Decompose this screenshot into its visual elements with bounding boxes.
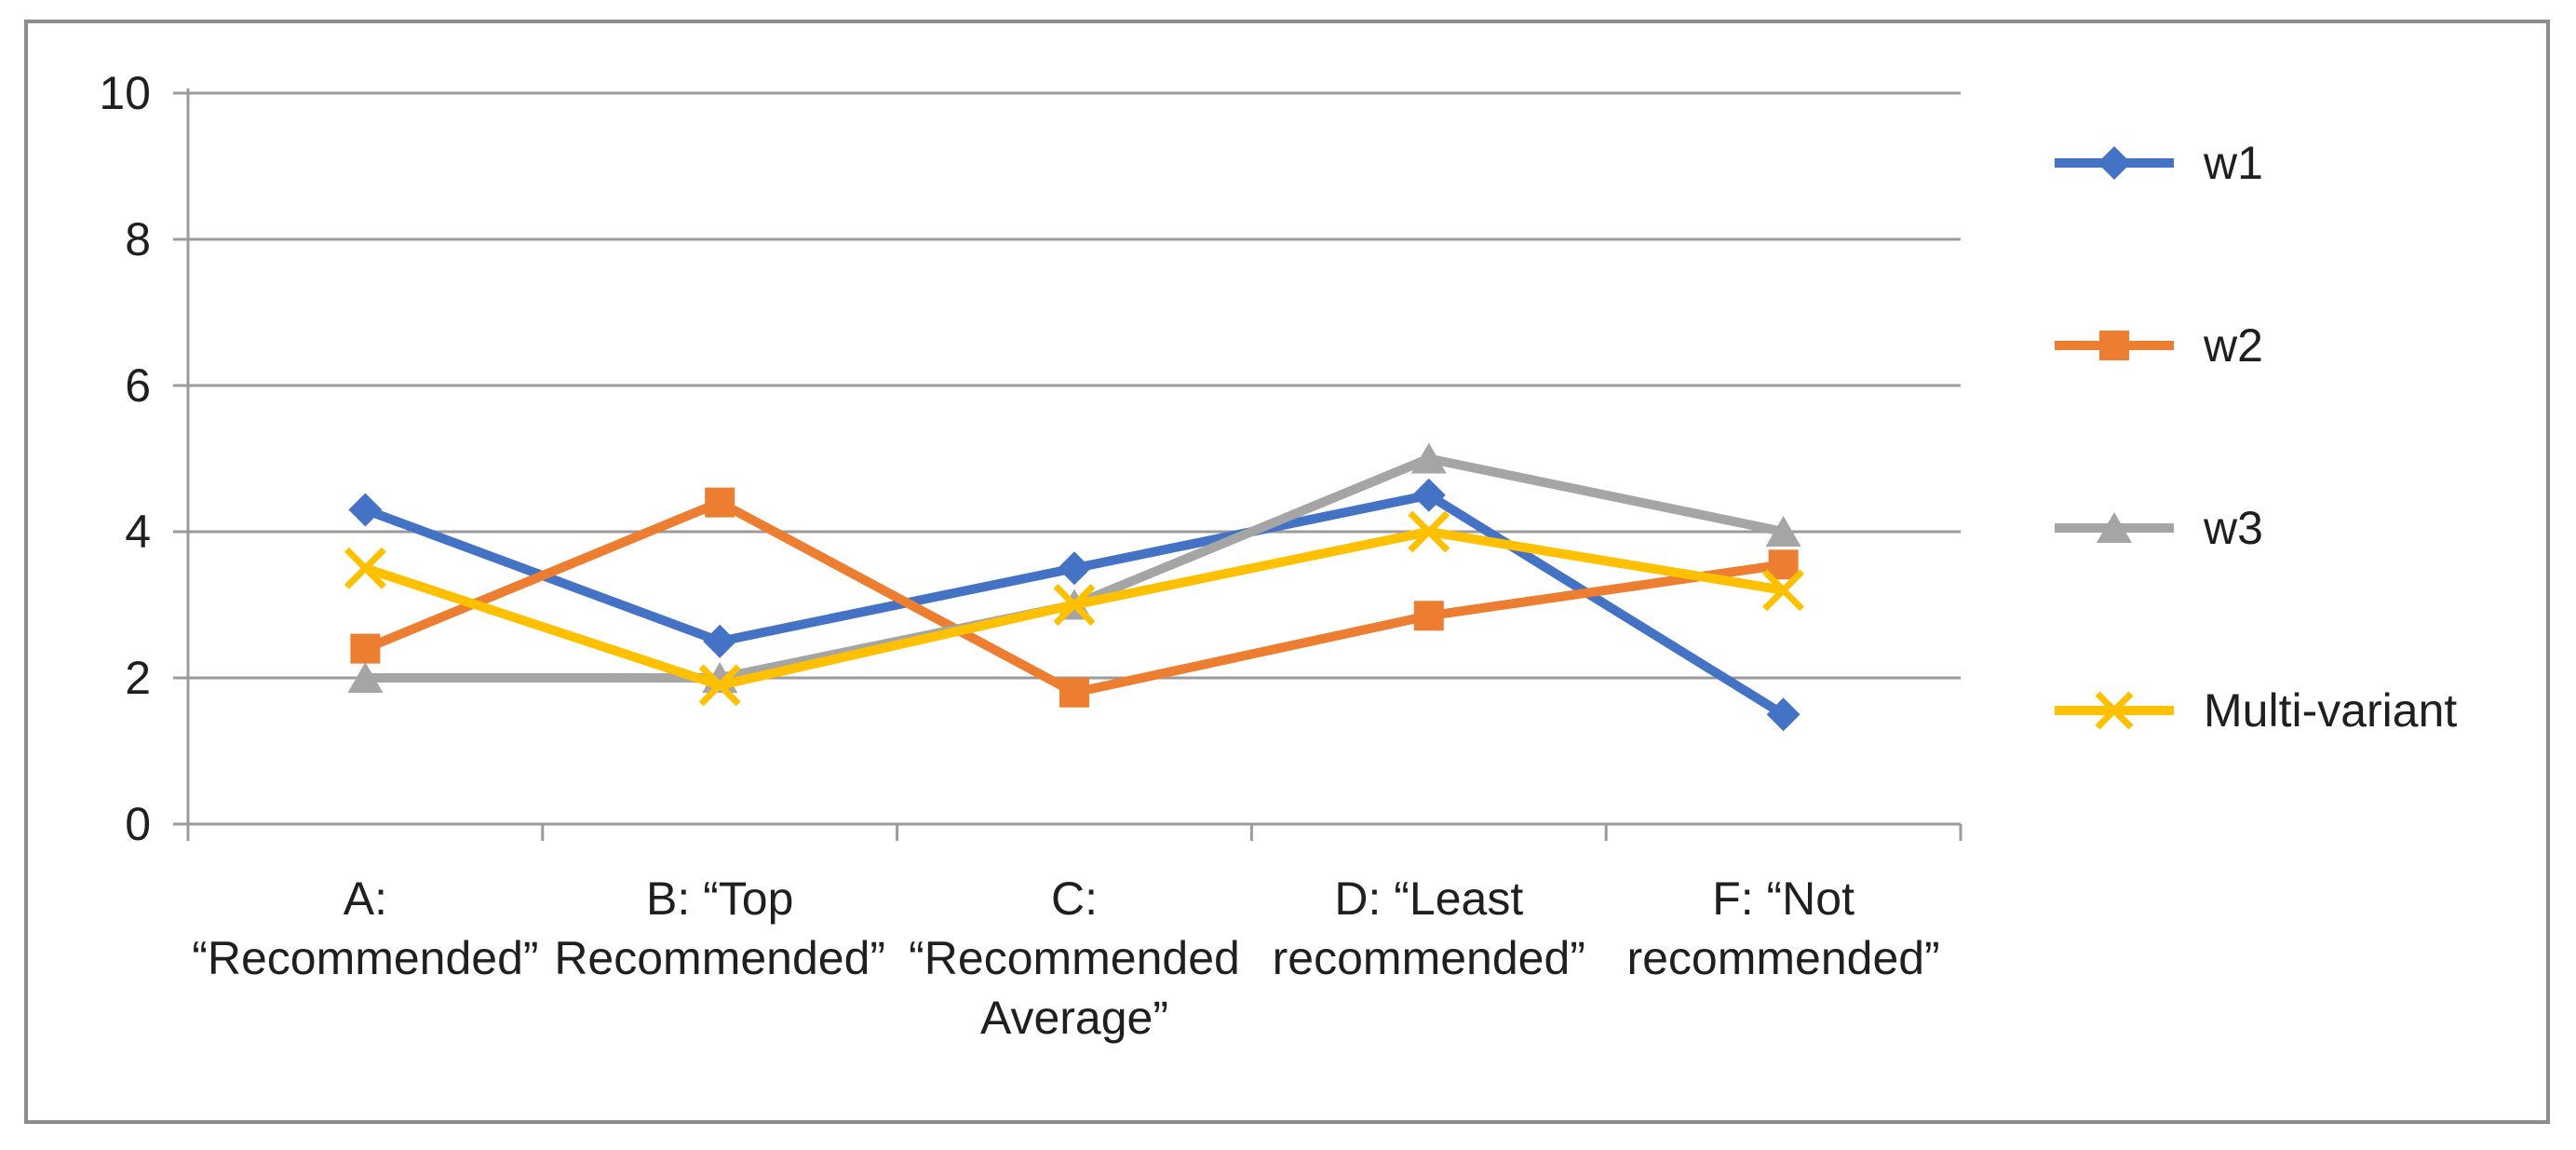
x-marker-icon — [1762, 569, 1805, 612]
legend-label: w2 — [2204, 319, 2263, 372]
x-marker-icon — [1053, 584, 1096, 626]
diamond-marker-icon — [703, 624, 737, 658]
diamond-marker-icon — [2097, 146, 2131, 180]
x-label-line1: B: “Top — [645, 873, 794, 925]
x-label-line1: D: “Least — [1334, 873, 1524, 925]
legend-swatch — [2055, 331, 2174, 360]
x-marker-icon — [344, 547, 386, 589]
legend-swatch — [2055, 512, 2174, 543]
x-label-line2: Average” — [980, 992, 1168, 1044]
square-marker-icon — [2099, 331, 2129, 360]
legend-item-w1: w1 — [2055, 135, 2263, 191]
x-category-label: F: “Not recommended” — [1606, 869, 1961, 1048]
square-marker-icon — [1768, 549, 1799, 580]
x-label-line2: recommended” — [1626, 932, 1940, 984]
x-category-label: A: “Recommended” — [188, 869, 543, 1048]
x-axis-labels: A: “Recommended” B: “Top Recommended” C:… — [188, 869, 1961, 1048]
diamond-marker-icon — [348, 493, 383, 527]
diamond-marker-icon — [1411, 478, 1446, 512]
x-label-line2: recommended” — [1272, 932, 1585, 984]
x-category-label: D: “Least recommended” — [1251, 869, 1606, 1048]
legend-label: Multi-variant — [2204, 684, 2458, 737]
x-label-line2: “Recommended” — [192, 932, 539, 984]
triangle-marker-icon — [2097, 512, 2132, 543]
legend-swatch — [2055, 146, 2174, 180]
diamond-marker-icon — [1766, 697, 1801, 732]
legend-label: w1 — [2204, 137, 2263, 189]
square-marker-icon — [705, 487, 735, 518]
x-label-line1: F: “Not — [1712, 873, 1854, 925]
x-marker-icon — [2095, 691, 2134, 730]
x-category-label: B: “Top Recommended” — [543, 869, 897, 1048]
legend-label: w3 — [2204, 502, 2263, 554]
chart-frame-border — [24, 20, 2550, 1124]
x-marker-icon — [698, 664, 741, 707]
legend-item-w2: w2 — [2055, 318, 2263, 373]
x-label-line2: Recommended” — [554, 932, 886, 984]
triangle-marker-icon — [1410, 442, 1447, 474]
legend-item-w3: w3 — [2055, 500, 2263, 556]
x-category-label: C: “Recommended Average” — [897, 869, 1252, 1048]
square-marker-icon — [1413, 601, 1444, 631]
triangle-marker-icon — [1765, 516, 1801, 547]
y-tick-label: 4 — [125, 506, 151, 558]
y-tick-label: 2 — [125, 652, 151, 704]
y-tick-label: 8 — [125, 213, 151, 265]
square-marker-icon — [350, 633, 381, 664]
triangle-marker-icon — [347, 662, 384, 693]
y-tick-label: 6 — [125, 359, 151, 412]
diamond-marker-icon — [1058, 551, 1091, 586]
x-marker-icon — [1408, 510, 1450, 553]
legend-swatch — [2055, 691, 2174, 730]
x-label-line1: A: — [343, 873, 388, 925]
legend-item-multi-variant: Multi-variant — [2055, 683, 2457, 738]
y-tick-label: 0 — [125, 798, 151, 850]
square-marker-icon — [1059, 677, 1089, 708]
chart-legend: w1 w2 w3 Multi-variant — [2055, 0, 2576, 1150]
x-label-line1: C: “Recommended — [909, 873, 1240, 984]
y-tick-label: 10 — [99, 67, 151, 119]
